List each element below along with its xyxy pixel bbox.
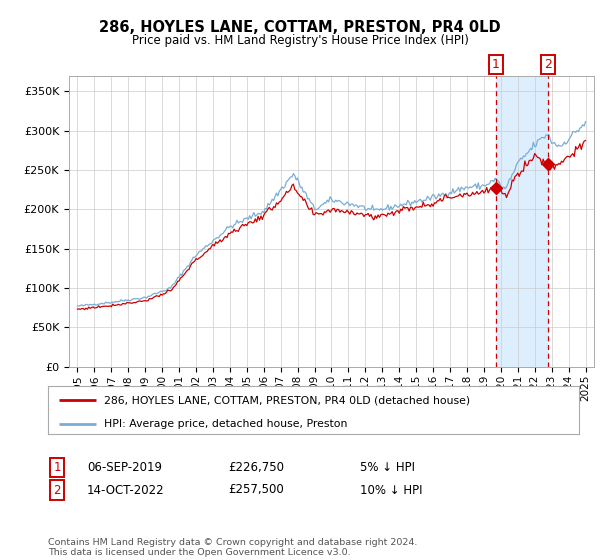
Text: Contains HM Land Registry data © Crown copyright and database right 2024.
This d: Contains HM Land Registry data © Crown c… <box>48 538 418 557</box>
Text: 1: 1 <box>491 58 500 71</box>
Bar <box>496 76 548 367</box>
Text: £226,750: £226,750 <box>228 461 284 474</box>
Text: 10% ↓ HPI: 10% ↓ HPI <box>360 483 422 497</box>
Text: 2: 2 <box>53 483 61 497</box>
Text: 5% ↓ HPI: 5% ↓ HPI <box>360 461 415 474</box>
Text: £257,500: £257,500 <box>228 483 284 497</box>
Text: 286, HOYLES LANE, COTTAM, PRESTON, PR4 0LD (detached house): 286, HOYLES LANE, COTTAM, PRESTON, PR4 0… <box>104 396 470 405</box>
Text: 14-OCT-2022: 14-OCT-2022 <box>87 483 164 497</box>
Text: 1: 1 <box>53 461 61 474</box>
Text: 2: 2 <box>544 58 552 71</box>
Text: HPI: Average price, detached house, Preston: HPI: Average price, detached house, Pres… <box>104 419 347 430</box>
Text: Price paid vs. HM Land Registry's House Price Index (HPI): Price paid vs. HM Land Registry's House … <box>131 34 469 46</box>
Text: 286, HOYLES LANE, COTTAM, PRESTON, PR4 0LD: 286, HOYLES LANE, COTTAM, PRESTON, PR4 0… <box>99 20 501 35</box>
Text: 06-SEP-2019: 06-SEP-2019 <box>87 461 162 474</box>
